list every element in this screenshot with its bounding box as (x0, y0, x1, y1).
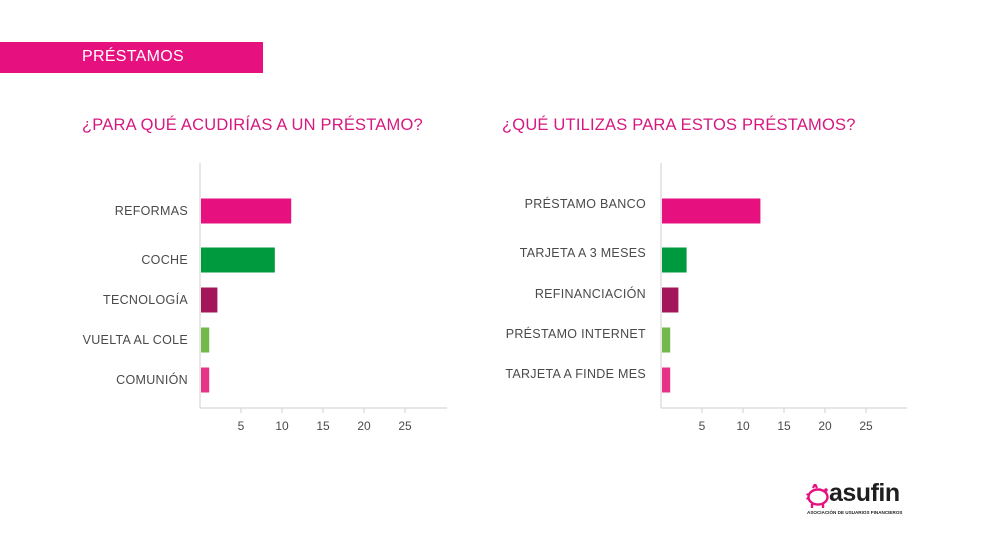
chart-2-bar (662, 367, 671, 393)
chart-2-x-tick-label: 5 (699, 419, 706, 433)
chart-1-x-tick-label: 20 (357, 419, 371, 433)
chart-2-x-tick-label: 20 (818, 419, 832, 433)
chart-1-bar (201, 198, 292, 224)
chart-1-x-tick-label: 10 (275, 419, 289, 433)
chart-1-title: ¿PARA QUÉ ACUDIRÍAS A UN PRÉSTAMO? (82, 116, 423, 134)
chart-1-category-label: COMUNIÓN (116, 372, 188, 387)
chart-2-x-tick-label: 25 (859, 419, 873, 433)
logo-tagline: ASOCIACIÓN DE USUARIOS FINANCIEROS (807, 510, 903, 515)
chart-2-category-label: PRÉSTAMO INTERNET (506, 326, 646, 341)
chart-1-category-label: VUELTA AL COLE (83, 333, 188, 347)
chart-2-bar (662, 287, 679, 313)
chart-2-category-label: PRÉSTAMO BANCO (525, 196, 646, 211)
chart-2-category-label: TARJETA A 3 MESES (520, 246, 646, 260)
chart-1-bar (201, 327, 210, 353)
chart-2-bar (662, 247, 687, 273)
piggy-bank-icon (806, 484, 829, 508)
chart-1-category-label: COCHE (141, 253, 188, 267)
chart-2-x-tick-label: 10 (736, 419, 750, 433)
chart-1-bar (201, 367, 210, 393)
chart-1-category-label: REFORMAS (115, 204, 188, 218)
chart-1-x-tick-label: 25 (398, 419, 412, 433)
asufin-logo: asufin ASOCIACIÓN DE USUARIOS FINANCIERO… (806, 479, 910, 522)
chart-1-category-label: TECNOLOGÍA (103, 292, 188, 307)
logo-wordmark: asufin (829, 479, 900, 507)
chart-2-bar (662, 198, 761, 224)
chart-2-category-label: TARJETA A FINDE MES (505, 367, 646, 381)
chart-1-x-tick-label: 5 (238, 419, 245, 433)
chart-2-category-label: REFINANCIACIÓN (535, 286, 646, 301)
chart-2-title: ¿QUÉ UTILIZAS PARA ESTOS PRÉSTAMOS? (502, 116, 856, 134)
chart-2-bar (662, 327, 671, 353)
chart-2-x-tick-label: 15 (777, 419, 791, 433)
chart-1-bar (201, 287, 218, 313)
chart-1-x-tick-label: 15 (316, 419, 330, 433)
section-header-title: PRÉSTAMOS (82, 48, 184, 65)
section-header-band (0, 42, 263, 73)
chart-1-bar (201, 247, 275, 273)
